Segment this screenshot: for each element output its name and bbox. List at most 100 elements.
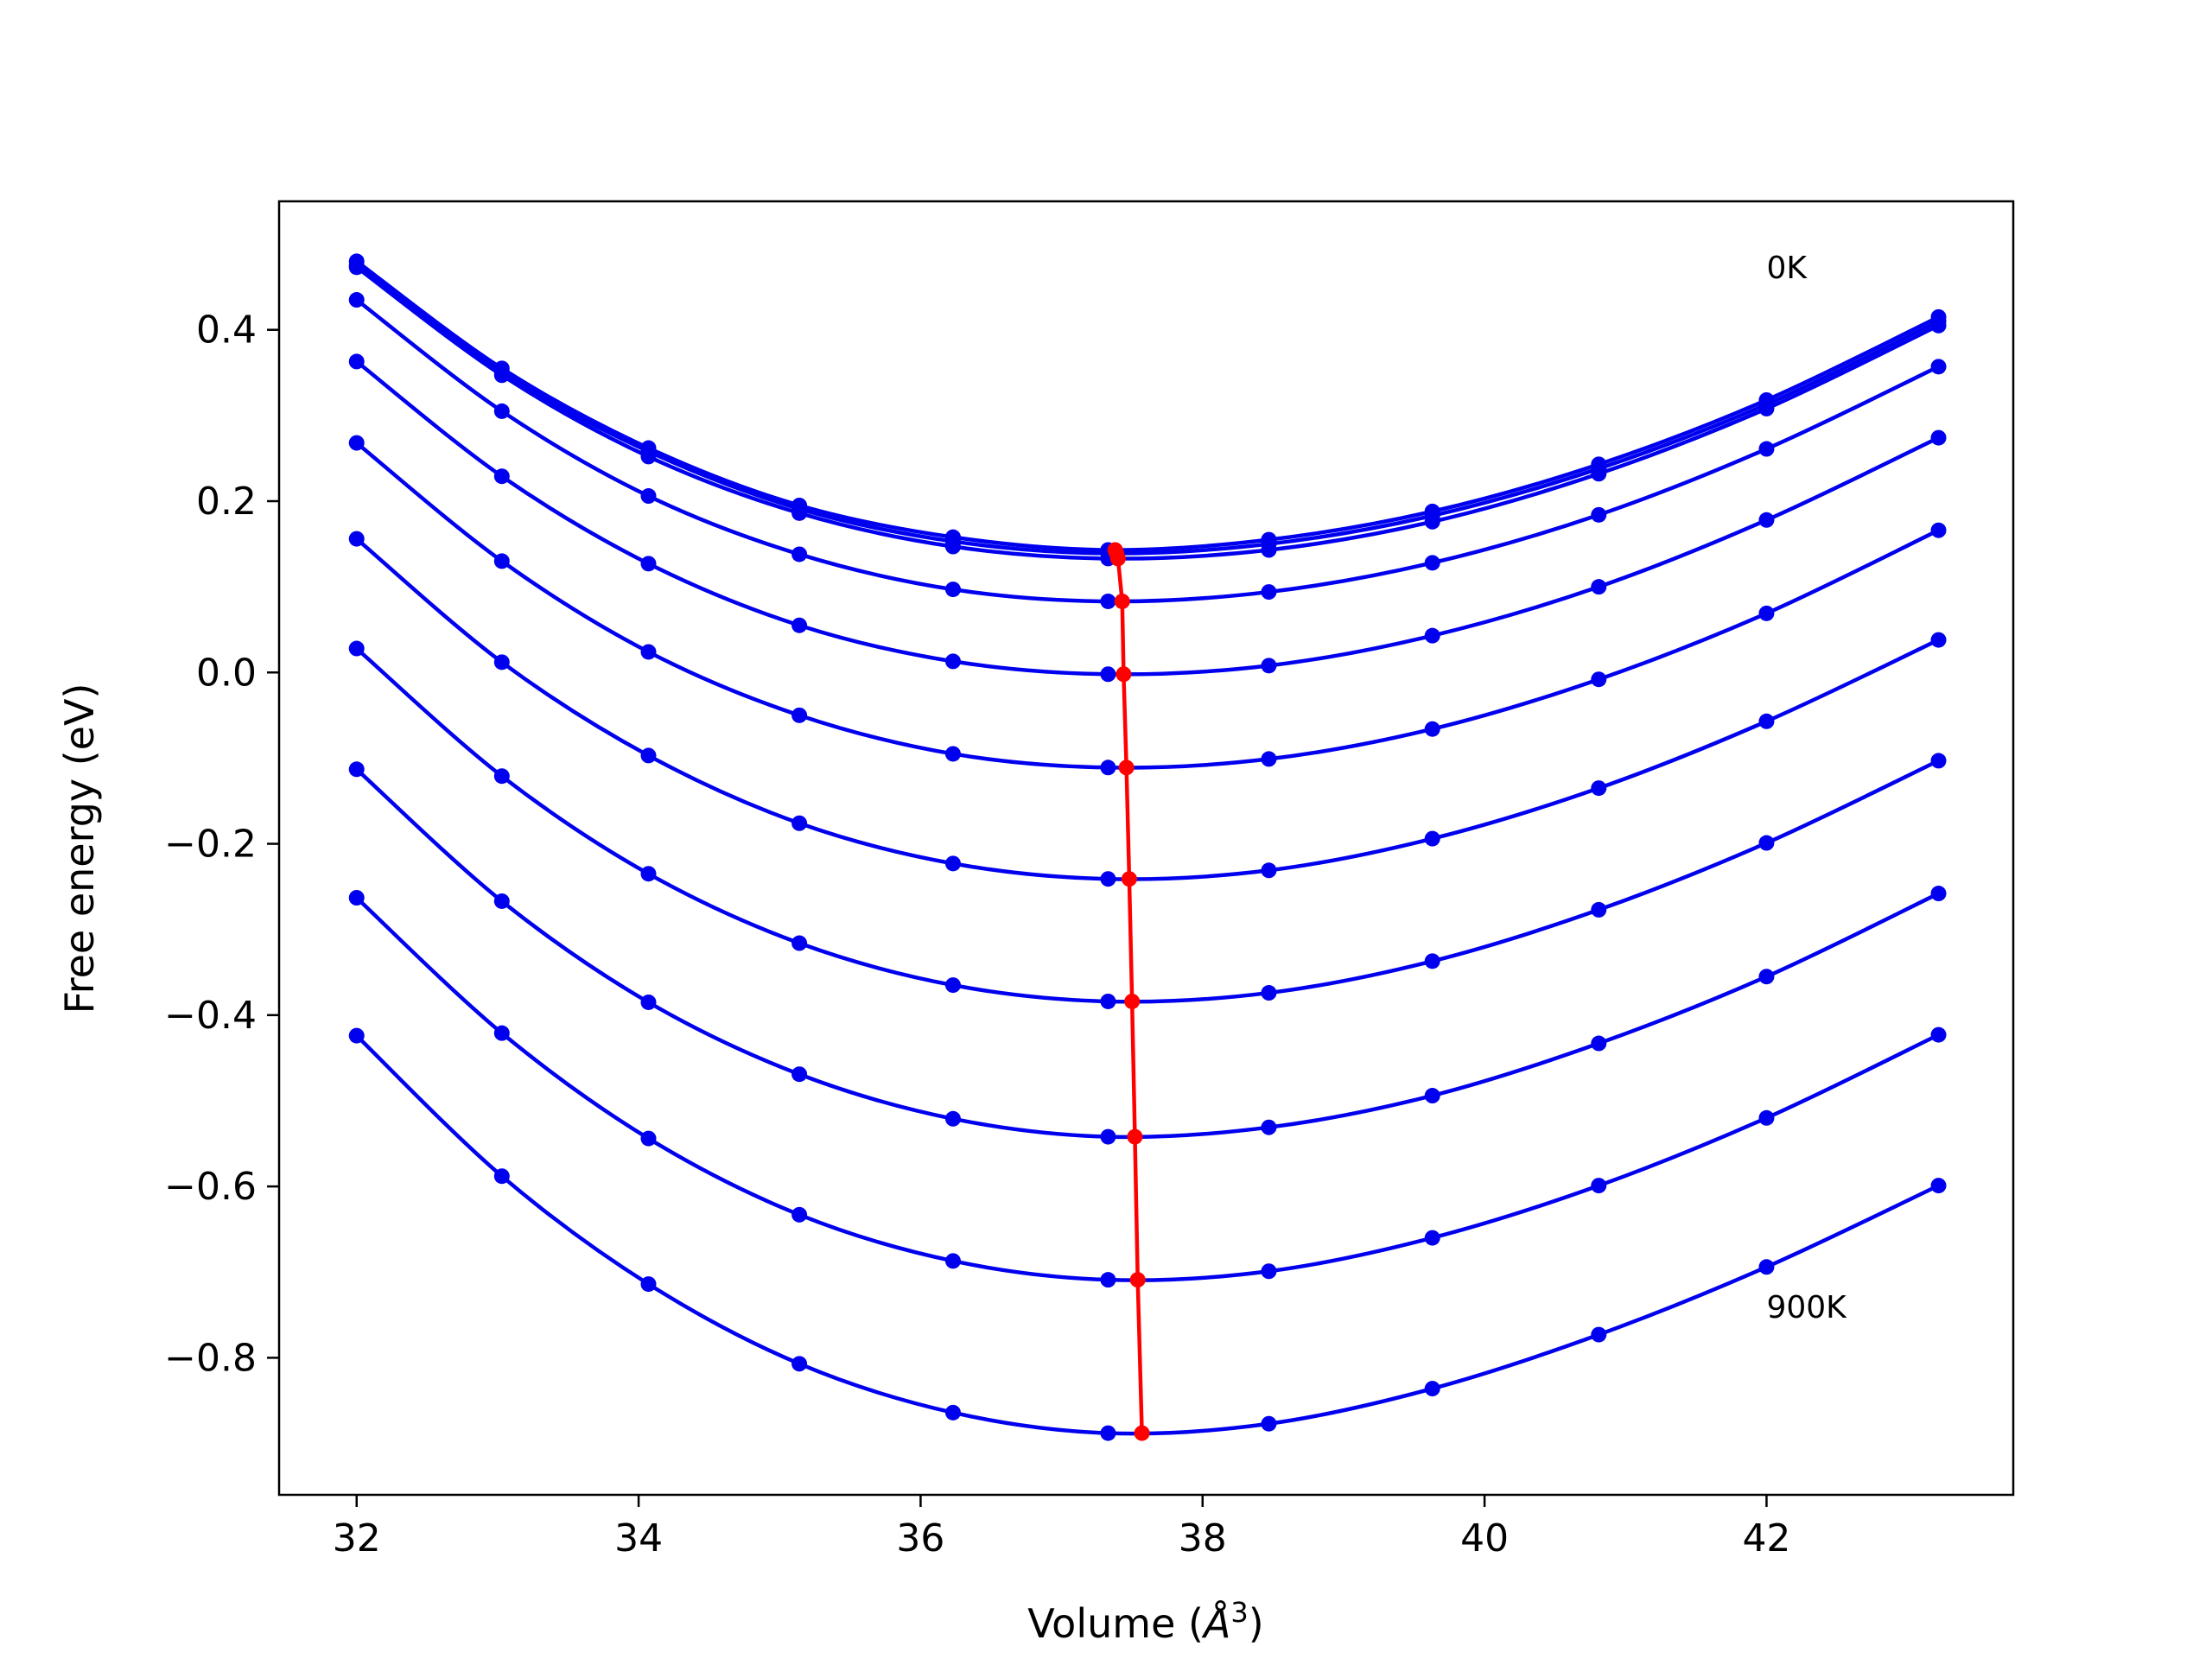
y-axis-label: Free energy (eV)	[56, 683, 103, 1014]
series-point-5-4	[944, 746, 961, 762]
series-point-8-10	[1930, 886, 1947, 902]
series-point-7-5	[1100, 993, 1116, 1009]
series-point-3-0	[348, 292, 365, 308]
series-point-7-8	[1591, 901, 1607, 918]
series-point-2-0	[348, 259, 365, 276]
series-point-6-3	[791, 815, 808, 831]
series-point-4-8	[1591, 579, 1607, 595]
series-point-7-3	[791, 935, 808, 951]
x-tick-label-3: 38	[1179, 1516, 1227, 1560]
series-point-4-4	[944, 653, 961, 670]
y-tick-label-6: 0.4	[196, 308, 257, 353]
series-point-5-5	[1100, 760, 1116, 776]
series-point-4-0	[348, 353, 365, 370]
minimum-point-9	[1129, 1272, 1146, 1288]
x-axis-label: Volume (Å3)	[1027, 1596, 1263, 1647]
series-point-9-4	[944, 1253, 961, 1269]
series-point-8-7	[1424, 1088, 1440, 1104]
series-point-3-5	[1100, 593, 1116, 609]
series-point-5-9	[1758, 605, 1775, 621]
series-point-9-0	[348, 890, 365, 906]
annotation-0: 0K	[1766, 251, 1808, 286]
series-curve-4	[355, 359, 1940, 677]
series-point-6-4	[944, 855, 961, 872]
x-axis-label-exponent: 3	[1230, 1596, 1248, 1629]
series-point-10-2	[640, 1276, 657, 1293]
minimum-point-5	[1118, 760, 1135, 776]
series-curve-7	[355, 646, 1940, 1004]
x-tick-label-0: 32	[333, 1516, 381, 1560]
series-point-9-8	[1591, 1178, 1607, 1194]
series-point-9-3	[791, 1206, 808, 1223]
series-point-2-6	[1261, 542, 1277, 558]
series-point-5-6	[1261, 751, 1277, 767]
series-point-7-4	[944, 977, 961, 994]
series-point-7-6	[1261, 985, 1277, 1001]
minimum-point-2	[1109, 550, 1126, 567]
plot-frame	[277, 200, 2015, 1497]
minimum-point-7	[1124, 993, 1141, 1009]
series-point-7-10	[1930, 753, 1947, 769]
annotation-1: 900K	[1766, 1290, 1847, 1325]
series-point-3-10	[1930, 359, 1947, 375]
series-point-8-5	[1100, 1128, 1116, 1145]
series-point-6-1	[493, 654, 510, 671]
series-curve-10	[355, 1033, 1940, 1436]
minimum-line	[1107, 542, 1150, 1441]
series-curve-0	[355, 259, 1940, 552]
series-points	[348, 253, 1947, 1441]
series-point-2-3	[791, 505, 808, 521]
series-point-8-3	[791, 1066, 808, 1083]
series-point-7-9	[1758, 835, 1775, 851]
minimum-point-3	[1114, 593, 1130, 609]
series-point-9-2	[640, 1130, 657, 1147]
series-curve-5	[355, 441, 1940, 770]
series-point-3-2	[640, 488, 657, 505]
series-point-5-2	[640, 644, 657, 660]
series-point-6-8	[1591, 780, 1607, 797]
series-point-10-9	[1758, 1259, 1775, 1275]
series-point-7-2	[640, 866, 657, 882]
series-point-4-1	[493, 468, 510, 485]
series-point-9-9	[1758, 1109, 1775, 1126]
y-tick-label-0: −0.8	[164, 1336, 257, 1380]
series-point-2-1	[493, 367, 510, 384]
x-axis-label-suffix: )	[1249, 1600, 1264, 1647]
series-point-3-4	[944, 582, 961, 598]
x-axis-ticks: 32 34 36 38 40 42	[333, 1495, 1790, 1560]
series-point-9-6	[1261, 1263, 1277, 1280]
series-point-6-6	[1261, 862, 1277, 879]
series-point-4-7	[1424, 627, 1440, 644]
series-point-2-10	[1930, 317, 1947, 334]
x-axis-label-prefix: Volume (	[1027, 1600, 1204, 1647]
minimum-point-6	[1121, 871, 1137, 887]
x-tick-label-2: 36	[896, 1516, 944, 1560]
series-point-5-0	[348, 435, 365, 451]
series-point-6-9	[1758, 713, 1775, 729]
series-point-6-10	[1930, 632, 1947, 648]
y-tick-label-3: −0.2	[164, 823, 257, 867]
series-point-4-5	[1100, 666, 1116, 683]
series-point-4-3	[791, 617, 808, 633]
x-tick-label-1: 34	[614, 1516, 663, 1560]
series-point-8-6	[1261, 1119, 1277, 1135]
series-curve-2	[355, 265, 1940, 561]
series-point-8-9	[1758, 969, 1775, 985]
series-point-5-3	[791, 707, 808, 723]
series-point-9-10	[1930, 1027, 1947, 1043]
series-point-10-4	[944, 1404, 961, 1421]
series-point-10-5	[1100, 1425, 1116, 1441]
series-point-4-6	[1261, 658, 1277, 674]
y-tick-label-4: 0.0	[196, 651, 257, 695]
series-point-4-10	[1930, 429, 1947, 446]
series-point-6-0	[348, 531, 365, 547]
minimum-point-10	[1134, 1425, 1150, 1441]
series-point-5-1	[493, 553, 510, 569]
series-point-5-7	[1424, 721, 1440, 737]
series-point-8-4	[944, 1110, 961, 1127]
minimum-line-path	[1113, 549, 1144, 1433]
series-point-3-3	[791, 546, 808, 563]
series-point-3-9	[1758, 441, 1775, 457]
series-point-10-7	[1424, 1381, 1440, 1397]
